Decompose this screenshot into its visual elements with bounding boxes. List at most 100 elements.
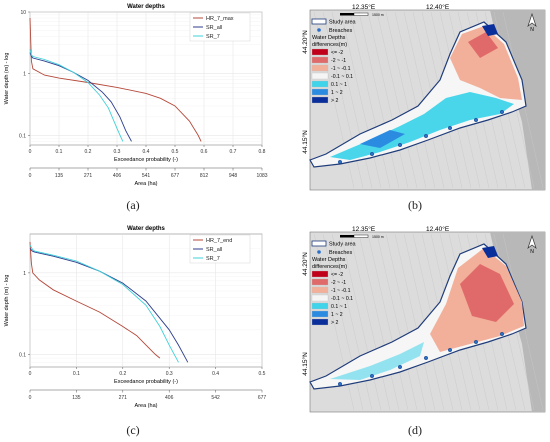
breach-marker xyxy=(447,125,452,130)
area-tick-label: 0 xyxy=(29,173,32,179)
y-tick-label: 1 xyxy=(23,271,26,277)
area-tick-label: 271 xyxy=(84,173,93,179)
x-tick-label: 0.7 xyxy=(230,149,237,155)
area-tick-label: 948 xyxy=(229,173,238,179)
legend-label: SR_7 xyxy=(206,256,220,262)
map-texture xyxy=(349,233,391,411)
map-panel-b: 12.35°E 12.40°E 44.20°N 44.15°N 1500 m N Study… xyxy=(300,2,550,197)
area-tick-label: 271 xyxy=(119,395,128,401)
legend-class-swatch xyxy=(311,270,329,278)
scale-label: 1500 m xyxy=(372,235,384,239)
map-texture xyxy=(385,11,427,189)
x-tick-label: 0.6 xyxy=(201,149,208,155)
depth-zone-red xyxy=(460,264,514,322)
series-line-sr-all xyxy=(29,52,132,142)
area-tick-label: 406 xyxy=(165,395,174,401)
series-line-sr-7 xyxy=(29,49,124,142)
series-line-sr-7 xyxy=(29,244,179,363)
legend-class-label: 1 ~ 2 xyxy=(331,90,343,96)
legend-label: SR_all xyxy=(206,247,222,253)
lon-label: 12.40°E xyxy=(426,225,450,233)
breach-marker xyxy=(369,151,374,156)
legend-class-label: > 2 xyxy=(331,98,338,104)
map-texture xyxy=(367,233,409,411)
breach-marker xyxy=(338,381,343,386)
legend-class-label: -0.1 ~ 0.1 xyxy=(331,296,353,302)
y-tick-label: 1 xyxy=(23,72,26,78)
legend-breach-icon xyxy=(317,250,321,254)
y-tick-label: 10 xyxy=(20,10,26,16)
map-texture xyxy=(385,233,427,411)
map-texture xyxy=(367,11,409,189)
legend-study-area-swatch xyxy=(311,18,327,25)
legend-class-swatch xyxy=(311,88,329,96)
depth-zone-salmon xyxy=(450,26,522,100)
map-b-svg: 12.35°E 12.40°E 44.20°N 44.15°N 1500 m N Study… xyxy=(301,3,546,191)
caption-d: (d) xyxy=(408,423,422,437)
lat-label: 44.20°N xyxy=(301,252,309,276)
breach-marker xyxy=(499,331,504,336)
x-tick-label: 0.4 xyxy=(212,371,219,377)
depth-zone-cyan xyxy=(330,342,424,380)
area-tick-label: 542 xyxy=(211,395,220,401)
x-tick-label: 0.1 xyxy=(56,149,63,155)
legend-class-swatch xyxy=(311,318,329,326)
x-tick-label: 0.2 xyxy=(119,371,126,377)
depth-zone-red xyxy=(468,32,498,58)
scale-bar-black xyxy=(340,235,354,238)
map-texture xyxy=(340,233,382,411)
area-axis-label: Area (ha) xyxy=(135,403,158,409)
legend-subtitle: differences(m) xyxy=(312,264,347,270)
north-label: N xyxy=(530,249,534,255)
area-tick-label: 135 xyxy=(55,173,64,179)
scale-bar-black xyxy=(340,13,354,16)
chart-title: Water depths xyxy=(127,4,165,10)
lon-label: 12.35°E xyxy=(352,3,376,11)
legend-class-label: <= -2 xyxy=(331,50,343,56)
legend-class-label: > 2 xyxy=(331,320,338,326)
legend-class-swatch xyxy=(311,286,329,294)
x-axis-label: Exceedance probability (-) xyxy=(114,157,178,163)
breach-marker xyxy=(369,373,374,378)
depth-zone-blue xyxy=(360,130,405,148)
y-tick-label: 0.1 xyxy=(19,352,26,358)
legend-class-swatch xyxy=(311,48,329,56)
legend-breach-icon xyxy=(317,28,321,32)
x-tick-label: 0 xyxy=(29,371,32,377)
map-texture xyxy=(376,233,418,411)
x-tick-label: 0.4 xyxy=(143,149,150,155)
x-tick-label: 0.5 xyxy=(259,371,266,377)
lat-label: 44.15°N xyxy=(301,130,309,154)
series-line-hr-7-end xyxy=(29,241,161,359)
map-d-svg: 12.35°E 12.40°E 44.20°N 44.15°N 1500 m N Study… xyxy=(301,225,546,413)
area-tick-label: 1083 xyxy=(256,173,267,179)
area-axis-label: Area (ha) xyxy=(135,181,158,187)
chart-c-svg: Water depths 0 0.1 0.2 0.3 0.4 0.5 1 0.1 Exceedan… xyxy=(4,226,266,409)
caption-c: (c) xyxy=(126,423,140,437)
breach-marker xyxy=(338,159,343,164)
x-tick-label: 0.3 xyxy=(166,371,173,377)
scale-label: 1500 m xyxy=(372,13,384,17)
x-tick-label: 0.3 xyxy=(114,149,121,155)
y-axis-label: Water depth (m) - log xyxy=(4,53,10,105)
map-texture xyxy=(376,11,418,189)
series-line-hr-7-max xyxy=(29,17,202,142)
x-tick-label: 0.5 xyxy=(172,149,179,155)
breach-marker xyxy=(397,364,402,369)
x-tick-label: 0.1 xyxy=(73,371,80,377)
legend-label: SR_all xyxy=(206,25,222,31)
legend-class-label: -2 ~ -1 xyxy=(331,58,346,64)
breach-marker xyxy=(473,117,478,122)
area-tick-label: 0 xyxy=(29,395,32,401)
map-texture xyxy=(394,11,436,189)
map-texture xyxy=(340,11,382,189)
legend-class-swatch xyxy=(311,310,329,318)
lat-label: 44.20°N xyxy=(301,30,309,54)
legend-class-swatch xyxy=(311,294,329,302)
north-label: N xyxy=(530,27,534,33)
north-arrow-icon xyxy=(527,234,537,249)
legend-class-label: -2 ~ -1 xyxy=(331,280,346,286)
legend-class-label: 0.1 ~ 1 xyxy=(331,304,347,310)
legend-class-label: -1 ~ -0.1 xyxy=(331,288,351,294)
